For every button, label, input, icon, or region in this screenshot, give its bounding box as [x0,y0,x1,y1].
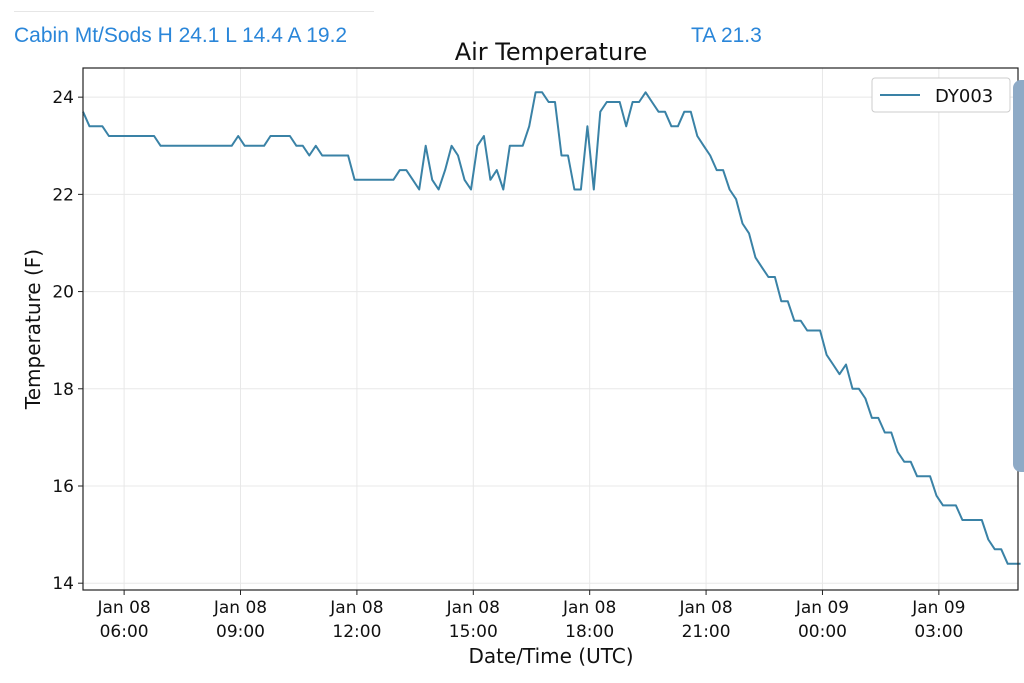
x-tick-label-date: Jan 09 [795,598,849,618]
legend-label: DY003 [935,86,993,107]
x-tick-label-time: 03:00 [914,622,963,642]
chart-title: Air Temperature [455,38,648,66]
scrollbar-thumb[interactable] [1013,80,1024,472]
y-axis-label: Temperature (F) [21,249,45,410]
divider [14,11,374,12]
x-tick-label-time: 12:00 [332,622,381,642]
x-tick-label-date: Jan 08 [678,598,732,618]
y-tick-label: 22 [52,185,74,205]
y-ticks: 14 16 18 20 22 24 [52,88,83,594]
legend-box [871,77,1011,113]
x-tick-label-time: 18:00 [565,622,614,642]
x-tick-label-time: 00:00 [798,622,847,642]
x-tick-label-date: Jan 08 [446,598,500,618]
y-tick-label: 24 [52,88,74,108]
y-tick-label: 16 [52,477,74,497]
series-points [82,92,1021,564]
x-tick-label-time: 09:00 [216,622,265,642]
y-tick-label: 18 [52,380,74,400]
x-tick-label-date: Jan 09 [911,598,965,618]
x-tick-label-date: Jan 08 [213,598,267,618]
station-summary: Cabin Mt/Sods H 24.1 L 14.4 A 19.2 [14,24,348,47]
x-ticks: Jan 08 06:00 Jan 08 09:00 Jan 08 12:00 Jan 08 1… [96,590,965,642]
x-tick-label-time: 15:00 [449,622,498,642]
x-tick-label-time: 06:00 [100,622,149,642]
x-tick-label-date: Jan 08 [96,598,150,618]
x-tick-label-time: 21:00 [682,622,731,642]
x-axis-label: Date/Time (UTC) [468,644,633,668]
y-tick-label: 14 [52,574,74,594]
legend: DY003 [871,77,1011,113]
series-line-dy003 [82,91,1021,565]
x-tick-label-date: Jan 08 [329,598,383,618]
y-tick-label: 20 [52,283,74,303]
ta-value: TA 21.3 [691,24,762,47]
x-tick-label-date: Jan 08 [562,598,616,618]
